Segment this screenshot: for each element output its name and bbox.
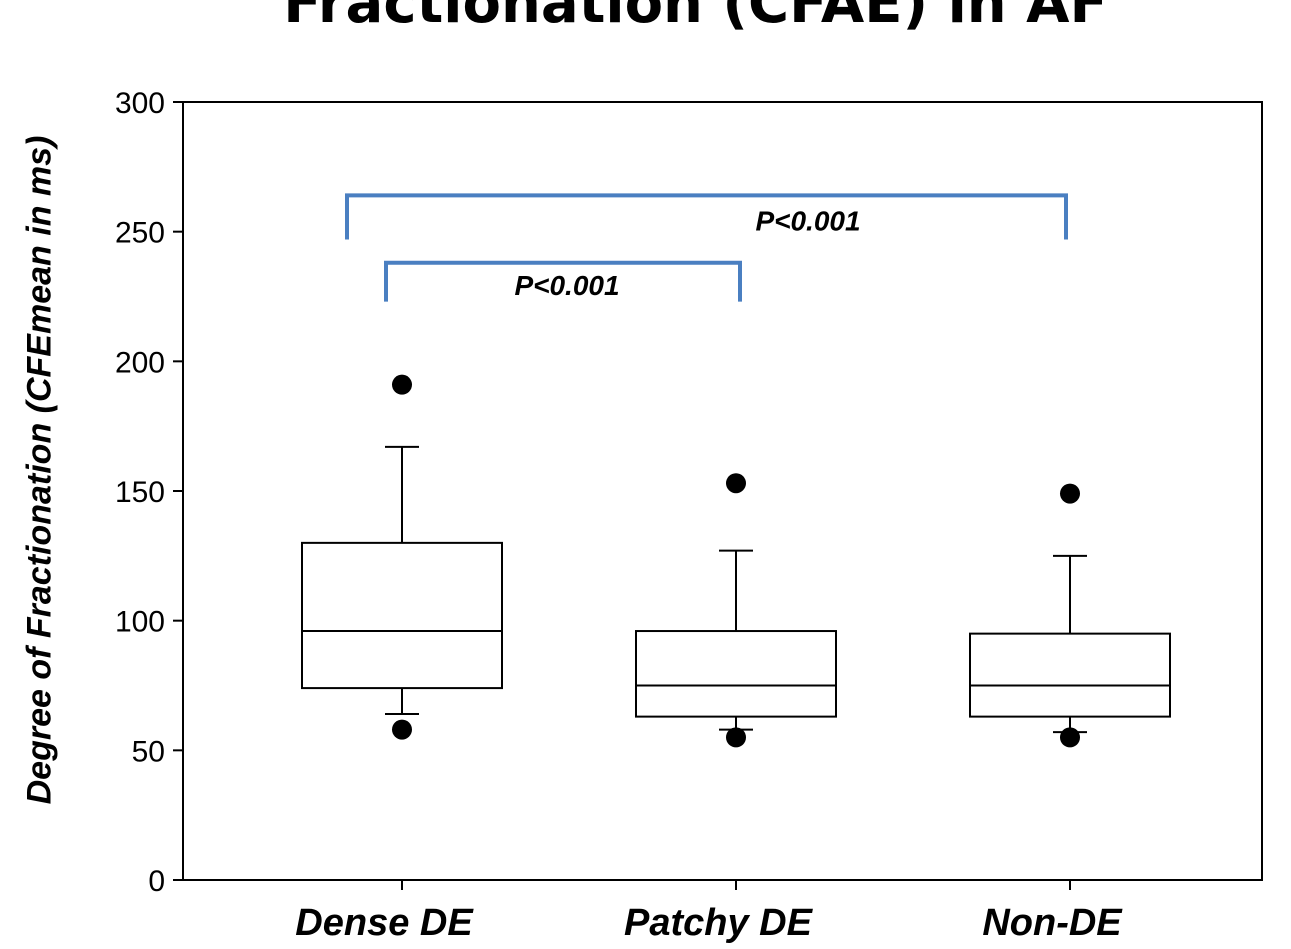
p-value-label: P<0.001 bbox=[755, 205, 860, 236]
outlier-point bbox=[1060, 727, 1080, 748]
y-tick-label: 250 bbox=[115, 217, 165, 250]
p-value-label: P<0.001 bbox=[514, 270, 619, 301]
box-group bbox=[301, 374, 503, 740]
bracket-line bbox=[384, 260, 742, 302]
x-tick-label: Patchy DE bbox=[624, 902, 814, 944]
significance-bracket: P<0.001 bbox=[345, 193, 1068, 240]
chart-title: Fractionation (CFAE) in AF bbox=[283, 0, 1108, 36]
iqr-box bbox=[969, 632, 1171, 718]
outlier-point bbox=[1060, 483, 1080, 504]
y-tick-label: 200 bbox=[115, 346, 165, 379]
outlier-point bbox=[726, 727, 746, 748]
outlier-point bbox=[392, 374, 412, 395]
iqr-box bbox=[301, 541, 503, 690]
y-tick-label: 100 bbox=[115, 606, 165, 639]
outlier-point bbox=[726, 473, 746, 494]
plot-frame bbox=[182, 101, 1263, 881]
box-group bbox=[969, 483, 1171, 748]
y-tick-label: 300 bbox=[115, 87, 165, 120]
significance-bracket: P<0.001 bbox=[384, 260, 742, 302]
y-tick-label: 0 bbox=[148, 865, 165, 898]
bracket-line bbox=[345, 193, 1068, 240]
box-group bbox=[635, 473, 837, 748]
x-tick-label: Non-DE bbox=[982, 902, 1123, 944]
iqr-box bbox=[635, 630, 837, 718]
y-tick-label: 50 bbox=[132, 735, 165, 768]
y-tick-label: 150 bbox=[115, 476, 165, 509]
x-tick-label: Dense DE bbox=[295, 902, 474, 944]
outlier-point bbox=[392, 719, 412, 740]
